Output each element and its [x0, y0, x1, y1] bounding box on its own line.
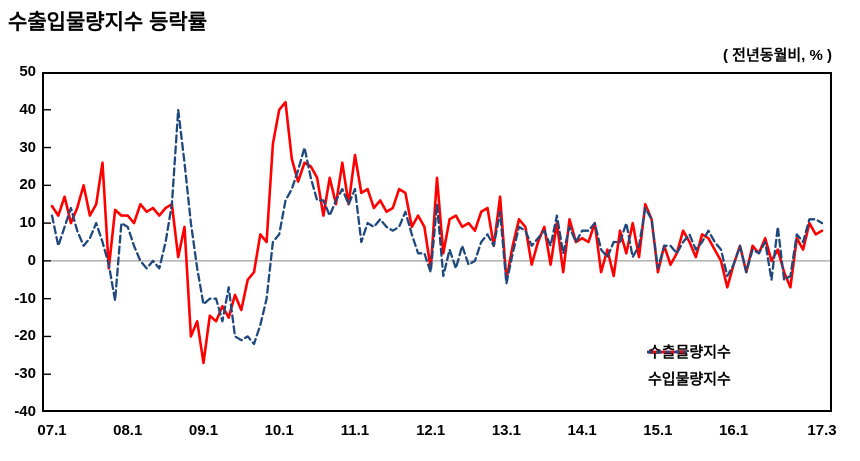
line-chart: [42, 72, 832, 412]
series-line-import: [50, 108, 824, 346]
legend-label: 수출물량지수: [648, 344, 731, 361]
page-title: 수출입물량지수 등락률: [8, 11, 208, 34]
x-axis-tick-label: 09.1: [188, 422, 219, 439]
series-line-export: [50, 100, 824, 365]
x-axis-tick-label: 15.1: [643, 422, 673, 439]
y-axis-tick-label: -40: [14, 403, 36, 420]
x-axis-tick-label: 08.1: [113, 422, 143, 439]
x-axis-tick-label: 11.1: [340, 422, 370, 439]
x-axis-tick-label: 07.1: [37, 422, 67, 439]
y-axis-tick-label: -30: [14, 365, 36, 383]
unit-note: ( 전년동월비, % ): [723, 47, 832, 64]
x-axis-tick-label: 16.1: [719, 422, 749, 439]
x-axis-tick-label: 13.1: [491, 422, 522, 439]
y-axis-tick-label: -10: [14, 289, 36, 307]
x-axis-tick-label: 17.3: [807, 422, 837, 439]
y-axis-tick-label: 10: [19, 214, 36, 232]
dashed-line-swatch: [647, 350, 687, 354]
x-axis-tick-label: 12.1: [416, 422, 446, 439]
y-axis-tick-label: 50: [19, 63, 36, 80]
x-axis-tick-label: 10.1: [264, 422, 294, 439]
x-axis-tick-label: 14.1: [567, 422, 597, 439]
plot-border: [42, 72, 832, 412]
legend-item: 수입물량지수: [646, 350, 731, 392]
y-axis-tick-label: 0: [27, 251, 36, 269]
legend-label: 수입물량지수: [648, 371, 731, 388]
y-axis-tick-label: 40: [19, 100, 36, 118]
y-axis-tick-label: 30: [19, 138, 36, 156]
y-axis-tick-label: 20: [19, 176, 36, 194]
y-axis-tick-label: -20: [14, 327, 36, 345]
